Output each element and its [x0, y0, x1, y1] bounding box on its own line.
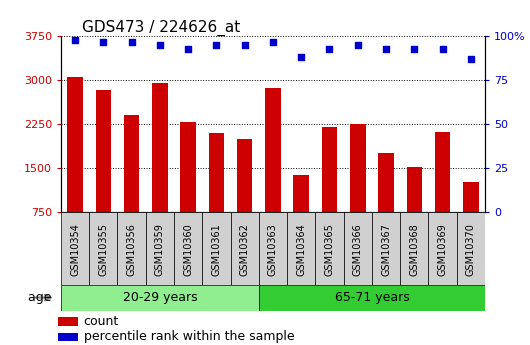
Bar: [231, 212, 259, 285]
Bar: [463, 182, 479, 256]
Point: [438, 46, 447, 51]
Bar: [372, 212, 400, 285]
Text: GSM10364: GSM10364: [296, 223, 306, 276]
Point: [156, 42, 164, 48]
Bar: [58, 333, 78, 341]
Bar: [343, 212, 372, 285]
Bar: [287, 212, 315, 285]
Bar: [61, 212, 89, 285]
Point: [382, 46, 390, 51]
Text: GDS473 / 224626_at: GDS473 / 224626_at: [82, 20, 241, 36]
Bar: [428, 212, 457, 285]
Bar: [265, 88, 281, 256]
Bar: [146, 212, 174, 285]
Bar: [209, 133, 224, 256]
Point: [466, 56, 475, 62]
Bar: [95, 90, 111, 256]
Bar: [294, 175, 309, 256]
Bar: [152, 82, 167, 256]
Bar: [61, 285, 259, 310]
Bar: [322, 127, 337, 256]
Bar: [118, 212, 146, 285]
Text: GSM10368: GSM10368: [409, 223, 419, 276]
Bar: [58, 317, 78, 326]
Point: [325, 46, 334, 51]
Point: [241, 42, 249, 48]
Text: GSM10365: GSM10365: [324, 223, 334, 276]
Point: [71, 37, 80, 42]
Point: [269, 39, 277, 44]
Text: 65-71 years: 65-71 years: [334, 291, 409, 304]
Bar: [400, 212, 428, 285]
Point: [354, 42, 362, 48]
Text: GSM10360: GSM10360: [183, 223, 193, 276]
Point: [212, 42, 220, 48]
Bar: [435, 132, 450, 256]
Text: GSM10354: GSM10354: [70, 223, 80, 276]
Text: age: age: [28, 291, 56, 304]
Point: [410, 46, 419, 51]
Bar: [259, 285, 485, 310]
Text: GSM10367: GSM10367: [381, 223, 391, 276]
Text: GSM10366: GSM10366: [353, 223, 363, 276]
Bar: [180, 122, 196, 256]
Point: [184, 46, 192, 51]
Text: GSM10370: GSM10370: [466, 223, 476, 276]
Bar: [259, 212, 287, 285]
Bar: [124, 115, 139, 256]
Bar: [174, 212, 202, 285]
Text: GSM10361: GSM10361: [211, 223, 222, 276]
Text: GSM10369: GSM10369: [438, 223, 447, 276]
Text: GSM10359: GSM10359: [155, 223, 165, 276]
Bar: [315, 212, 343, 285]
Text: GSM10356: GSM10356: [127, 223, 137, 276]
Bar: [457, 212, 485, 285]
Point: [99, 39, 108, 44]
Bar: [407, 167, 422, 256]
Text: 20-29 years: 20-29 years: [122, 291, 197, 304]
Bar: [202, 212, 231, 285]
Point: [127, 39, 136, 44]
Bar: [378, 153, 394, 256]
Bar: [67, 77, 83, 256]
Point: [297, 55, 305, 60]
Text: percentile rank within the sample: percentile rank within the sample: [84, 331, 294, 343]
Text: GSM10363: GSM10363: [268, 223, 278, 276]
Bar: [237, 139, 252, 256]
Bar: [89, 212, 118, 285]
Text: GSM10362: GSM10362: [240, 223, 250, 276]
Bar: [350, 124, 366, 256]
Text: GSM10355: GSM10355: [99, 223, 108, 276]
Text: count: count: [84, 315, 119, 328]
